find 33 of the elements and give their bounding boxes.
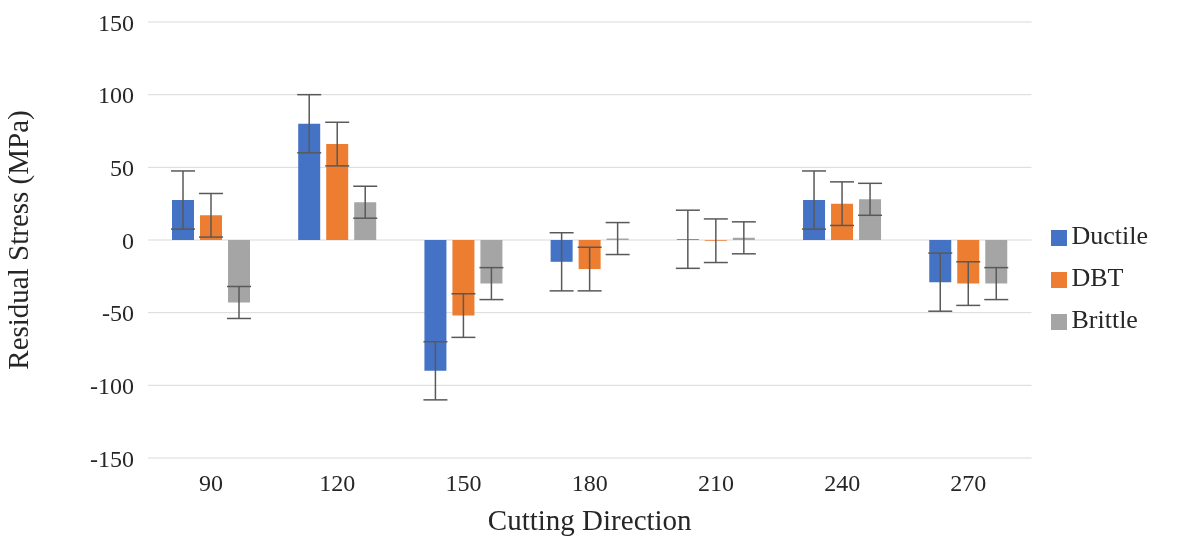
bar xyxy=(452,240,475,316)
bar xyxy=(424,240,447,371)
y-tick-label: -150 xyxy=(90,445,134,472)
x-tick-label: 210 xyxy=(697,470,734,497)
bar xyxy=(228,240,250,303)
bar xyxy=(957,240,980,284)
bar xyxy=(578,240,601,270)
bar xyxy=(326,144,349,240)
legend-label: Ductile xyxy=(1071,221,1148,250)
x-tick-label: 240 xyxy=(824,470,861,497)
y-tick-label: 150 xyxy=(98,9,134,36)
y-axis-title: Residual Stress (MPa) xyxy=(2,110,36,370)
bar xyxy=(550,240,573,262)
y-tick-label: 50 xyxy=(110,154,134,181)
y-tick-label: -100 xyxy=(90,372,134,399)
bar xyxy=(298,123,321,240)
bar xyxy=(354,202,377,240)
x-tick-label: 90 xyxy=(199,470,224,497)
y-tick-label: 0 xyxy=(122,227,134,254)
legend-label: DBT xyxy=(1071,263,1124,292)
x-axis-title: Cutting Direction xyxy=(487,504,693,536)
y-tick-label: -50 xyxy=(102,300,134,327)
bar xyxy=(831,203,854,240)
y-tick-label: 100 xyxy=(98,82,134,109)
x-tick-label: 270 xyxy=(950,470,987,497)
x-tick-label: 120 xyxy=(319,470,356,497)
legend-label: Brittle xyxy=(1071,305,1138,334)
bar xyxy=(480,240,503,284)
x-tick-label: 180 xyxy=(571,470,608,497)
bar xyxy=(929,240,952,283)
x-tick-label: 150 xyxy=(445,470,482,497)
bar xyxy=(985,240,1008,284)
bar xyxy=(859,199,882,240)
